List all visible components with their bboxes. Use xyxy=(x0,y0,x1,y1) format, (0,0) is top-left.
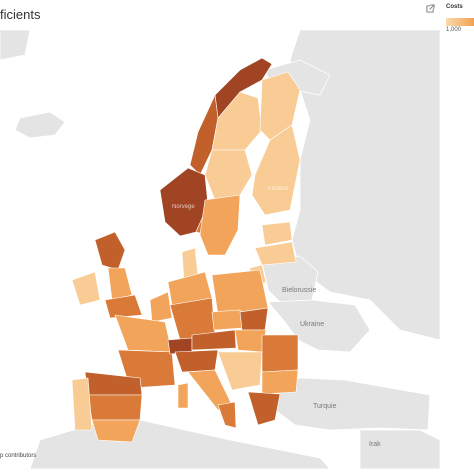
region-greece xyxy=(247,391,281,426)
region-italy-south xyxy=(217,401,237,429)
region-slovakia xyxy=(239,307,269,331)
map-label-iraq: Irak xyxy=(369,441,381,448)
map-label-norway: Norvège xyxy=(172,204,195,210)
region-england-north xyxy=(107,267,133,301)
map-attribution[interactable]: p contributors xyxy=(0,453,37,459)
region-sardinia xyxy=(177,382,189,409)
region-czechia xyxy=(211,309,243,331)
region-finland-south xyxy=(251,124,301,216)
legend-title: Costs xyxy=(446,4,463,10)
map-canvas[interactable]: Finland Norvège Bielorussie Ukraine Turq… xyxy=(0,27,440,469)
map-label-finland: Finland xyxy=(268,186,288,192)
map-label-belarus: Bielorussie xyxy=(282,287,316,294)
region-england-south xyxy=(104,294,143,319)
region-latvia xyxy=(254,241,297,266)
region-estonia xyxy=(261,221,293,246)
region-sweden-south xyxy=(199,194,241,256)
map-label-turkey: Turquie xyxy=(313,403,337,410)
region-bulgaria xyxy=(261,369,299,395)
region-scotland xyxy=(94,231,126,271)
cost-regions[interactable] xyxy=(71,57,301,443)
page-title: ficients xyxy=(0,7,41,22)
region-austria xyxy=(191,329,237,351)
region-balkans xyxy=(217,351,263,391)
legend-value: 1,000 xyxy=(446,27,462,33)
legend-color-bar xyxy=(446,18,474,26)
region-spain-south xyxy=(91,419,141,443)
external-link-icon[interactable] xyxy=(426,4,435,13)
region-spain-mid xyxy=(87,394,143,421)
map-label-ukraine: Ukraine xyxy=(300,321,324,328)
region-hungary xyxy=(234,329,267,353)
region-ireland xyxy=(71,271,101,306)
background-land xyxy=(0,29,440,469)
region-poland xyxy=(211,269,269,316)
region-italy-north xyxy=(174,349,219,373)
region-romania xyxy=(261,334,299,373)
region-portugal xyxy=(71,377,93,431)
map[interactable]: Finland Norvège Bielorussie Ukraine Turq… xyxy=(0,27,440,469)
region-benelux xyxy=(149,291,173,323)
